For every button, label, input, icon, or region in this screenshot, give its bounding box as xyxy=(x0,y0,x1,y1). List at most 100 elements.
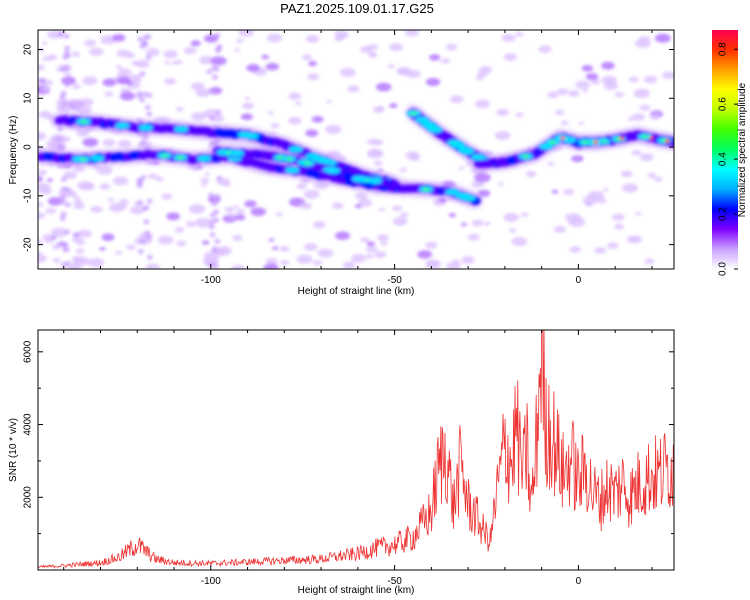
noise-speckle xyxy=(553,225,566,233)
noise-speckle xyxy=(238,30,255,37)
y-tick-label: 4000 xyxy=(23,413,34,436)
noise-speckle xyxy=(188,204,206,214)
noise-speckle xyxy=(631,149,642,156)
ridge-peak xyxy=(367,178,382,185)
noise-speckle xyxy=(139,71,146,77)
noise-speckle xyxy=(372,106,385,113)
noise-speckle xyxy=(210,56,227,66)
ridge-peak xyxy=(458,146,473,153)
noise-speckle xyxy=(373,139,384,146)
noise-speckle xyxy=(60,90,67,96)
noise-speckle xyxy=(246,63,260,72)
noise-speckle xyxy=(404,30,420,37)
ridge-peak xyxy=(197,155,212,162)
noise-speckle xyxy=(265,62,280,71)
noise-speckle xyxy=(620,170,633,178)
noise-speckle xyxy=(304,243,318,251)
noise-speckle xyxy=(331,202,344,210)
noise-speckle xyxy=(607,80,614,85)
noise-speckle xyxy=(308,60,318,67)
noise-speckle xyxy=(449,95,464,104)
noise-speckle xyxy=(135,59,150,68)
noise-speckle xyxy=(503,212,520,222)
y-tick-label: 20 xyxy=(23,44,34,56)
noise-speckle xyxy=(166,212,181,221)
noise-speckle xyxy=(614,91,625,98)
noise-speckle xyxy=(234,48,241,52)
noise-speckle xyxy=(373,160,383,166)
snr-ylabel: SNR (10 * v/v) xyxy=(8,418,19,482)
y-tick-label: 0 xyxy=(23,144,34,150)
colorbar-tick-label: 0.4 xyxy=(718,152,729,166)
noise-speckle xyxy=(571,155,584,163)
noise-speckle xyxy=(568,90,580,97)
ridge-peak xyxy=(138,124,153,131)
noise-speckle xyxy=(208,88,215,94)
noise-speckle xyxy=(61,106,68,111)
noise-speckle xyxy=(547,91,559,99)
noise-speckle xyxy=(102,78,117,87)
noise-speckle xyxy=(174,227,185,233)
noise-speckle xyxy=(594,246,607,254)
noise-speckle xyxy=(146,92,153,98)
noise-speckle xyxy=(266,33,283,43)
noise-speckle xyxy=(508,228,517,233)
noise-speckle xyxy=(84,39,97,47)
noise-speckle xyxy=(607,242,619,250)
noise-speckle xyxy=(76,240,86,246)
noise-speckle xyxy=(582,89,589,93)
noise-speckle xyxy=(587,190,605,201)
noise-speckle xyxy=(47,30,62,39)
snr-axes: -100 -50 0 2000 4000 6000 xyxy=(23,330,674,587)
noise-speckle xyxy=(204,172,211,176)
noise-speckle xyxy=(628,76,639,83)
noise-speckle xyxy=(206,262,213,268)
noise-speckle xyxy=(601,61,615,70)
noise-speckle xyxy=(477,189,491,197)
noise-speckle xyxy=(235,38,244,44)
noise-speckle xyxy=(176,240,187,247)
noise-speckle xyxy=(551,189,559,194)
noise-speckle xyxy=(520,212,529,217)
noise-speckle xyxy=(59,216,66,222)
noise-speckle xyxy=(313,180,329,190)
noise-speckle xyxy=(81,182,95,191)
noise-speckle xyxy=(137,36,144,42)
noise-speckle xyxy=(296,183,308,190)
spectrogram-ylabel: Frequency (Hz) xyxy=(8,116,19,185)
noise-speckle xyxy=(175,106,184,112)
noise-speckle xyxy=(143,205,150,211)
noise-speckle xyxy=(63,171,78,180)
noise-speckle xyxy=(347,85,360,93)
noise-speckle xyxy=(75,248,85,254)
noise-speckle xyxy=(445,43,458,51)
noise-speckle xyxy=(157,235,174,245)
noise-speckle xyxy=(288,116,302,125)
noise-speckle xyxy=(101,233,115,241)
noise-speckle xyxy=(163,50,178,59)
noise-speckle xyxy=(102,139,116,147)
x-tick-label: 0 xyxy=(576,576,582,587)
noise-speckle xyxy=(41,41,48,45)
ridge-peak xyxy=(415,116,430,123)
ridge-peak-center xyxy=(641,135,649,139)
noise-speckle xyxy=(155,176,164,182)
noise-speckle xyxy=(633,88,651,99)
noise-speckle xyxy=(208,192,215,198)
noise-speckle xyxy=(213,66,220,72)
noise-speckle xyxy=(307,73,320,81)
ridge-peak xyxy=(323,166,338,173)
noise-speckle xyxy=(380,241,388,246)
noise-speckle xyxy=(76,129,90,137)
noise-speckle xyxy=(250,207,266,217)
noise-speckle xyxy=(60,176,67,182)
noise-speckle xyxy=(142,34,149,40)
noise-speckle xyxy=(627,117,635,122)
noise-speckle xyxy=(174,59,183,65)
noise-speckle xyxy=(474,99,491,109)
spectrogram-panel: -100 -50 0 20 10 0 -10 -20 Height of straight l… xyxy=(8,29,675,297)
ridge-max xyxy=(593,140,599,144)
noise-speckle xyxy=(38,239,44,244)
noise-speckle xyxy=(208,115,215,121)
